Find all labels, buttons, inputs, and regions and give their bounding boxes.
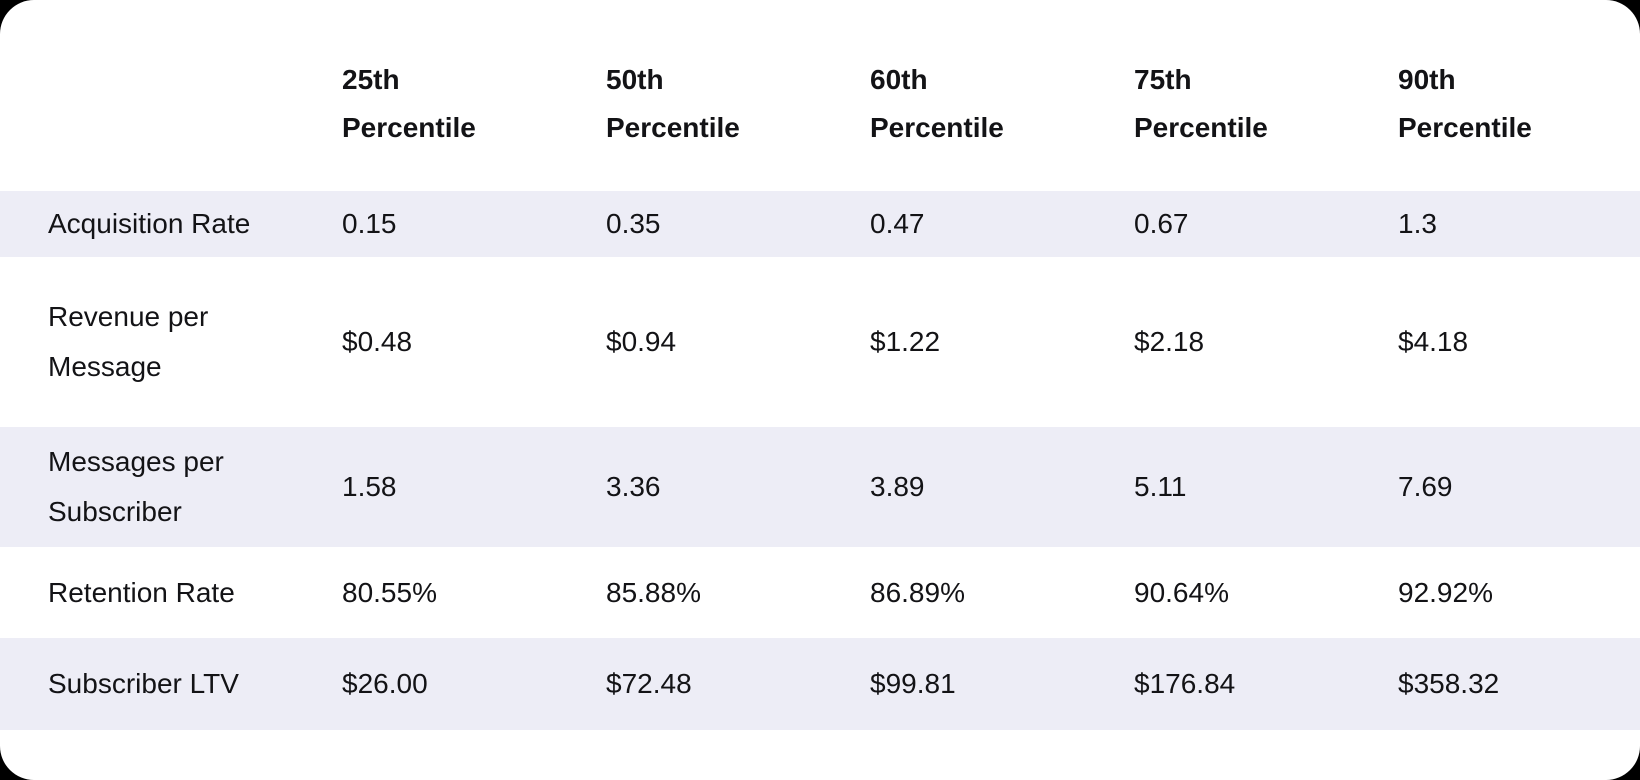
row-label: Subscriber LTV <box>48 668 239 699</box>
cell-value: $72.48 <box>606 668 692 699</box>
table-row-retention-rate: Retention Rate 80.55% 85.88% 86.89% 90.6… <box>0 547 1640 638</box>
column-header-60th: 60th Percentile <box>870 64 1004 143</box>
column-header-90th: 90th Percentile <box>1398 64 1532 143</box>
table-row-acquisition-rate: Acquisition Rate 0.15 0.35 0.47 0.67 1.3 <box>0 191 1640 257</box>
row-label: Acquisition Rate <box>48 208 251 239</box>
cell-value: $26.00 <box>342 668 428 699</box>
row-label: Messages per Subscriber <box>48 446 224 527</box>
cell-value: 80.55% <box>342 576 437 608</box>
cell-value: 1.58 <box>342 471 397 502</box>
column-header-25th: 25th Percentile <box>342 64 476 143</box>
cell-value: 85.88% <box>606 576 701 608</box>
cell-value: $358.32 <box>1398 668 1500 699</box>
cell-value: $2.18 <box>1134 326 1205 357</box>
cell-value: 86.89% <box>870 576 965 608</box>
cell-value: $99.81 <box>870 668 956 699</box>
cell-value: $4.18 <box>1398 326 1469 357</box>
cell-value: $0.48 <box>342 326 413 357</box>
cell-value: 7.69 <box>1398 471 1453 502</box>
cell-value: 90.64% <box>1134 576 1229 608</box>
cell-value: 0.47 <box>870 208 925 239</box>
cell-value: 0.67 <box>1134 208 1189 239</box>
column-header-75th: 75th Percentile <box>1134 64 1268 143</box>
cell-value: 3.36 <box>606 471 661 502</box>
cell-value: 5.11 <box>1134 471 1187 502</box>
header-row: 25th Percentile 50th Percentile 60th Per… <box>0 0 1640 191</box>
row-label: Revenue per Message <box>48 301 209 382</box>
cell-value: 92.92% <box>1398 576 1493 608</box>
cell-value: $176.84 <box>1134 668 1236 699</box>
row-label: Retention Rate <box>48 576 235 608</box>
table-row-revenue-per-message: Revenue per Message $0.48 $0.94 $1.22 $2… <box>0 257 1640 427</box>
cell-value: 3.89 <box>870 471 925 502</box>
cell-value: 1.3 <box>1398 208 1437 239</box>
cell-value: $0.94 <box>606 326 677 357</box>
table-row-messages-per-subscriber: Messages per Subscriber 1.58 3.36 3.89 5… <box>0 427 1640 547</box>
column-header-50th: 50th Percentile <box>606 64 740 143</box>
percentile-table: 25th Percentile 50th Percentile 60th Per… <box>0 0 1640 730</box>
table-row-subscriber-ltv: Subscriber LTV $26.00 $72.48 $99.81 $176… <box>0 638 1640 730</box>
cell-value: $1.22 <box>870 326 941 357</box>
cell-value: 0.35 <box>606 208 661 239</box>
cell-value: 0.15 <box>342 208 397 239</box>
